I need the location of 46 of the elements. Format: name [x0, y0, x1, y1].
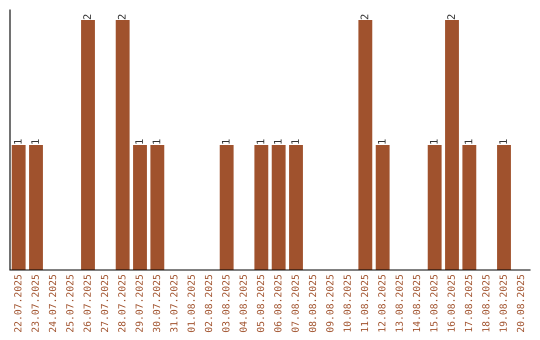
x-tick-label: 22.07.2025 — [14, 274, 22, 332]
data-label: 2 — [83, 14, 91, 20]
x-tick-label: 31.07.2025 — [170, 274, 178, 332]
x-tick-label: 13.08.2025 — [395, 274, 403, 332]
x-tick-label: 01.08.2025 — [187, 274, 195, 332]
data-label: 1 — [14, 139, 22, 144]
x-tick-label: 09.08.2025 — [326, 274, 334, 332]
x-tick-label: 10.08.2025 — [343, 274, 351, 332]
x-tick-label: 27.07.2025 — [100, 274, 108, 332]
data-label: 2 — [118, 14, 126, 20]
data-label: 1 — [378, 139, 386, 144]
x-tick-label: 12.08.2025 — [378, 274, 386, 332]
x-tick-label: 05.08.2025 — [256, 274, 264, 332]
x-tick-label: 04.08.2025 — [239, 274, 247, 332]
x-tick-label: 19.08.2025 — [499, 274, 507, 332]
x-tick-label: 14.08.2025 — [412, 274, 420, 332]
data-label: 1 — [291, 139, 299, 144]
data-label: 2 — [360, 14, 368, 20]
data-label: 1 — [256, 139, 264, 144]
x-tick-label: 25.07.2025 — [66, 274, 74, 332]
x-tick-label: 02.08.2025 — [204, 274, 212, 332]
x-tick-label: 23.07.2025 — [31, 274, 39, 332]
x-tick-label: 07.08.2025 — [291, 274, 299, 332]
x-tick-label: 24.07.2025 — [48, 274, 56, 332]
x-tick-label: 03.08.2025 — [222, 274, 230, 332]
data-label: 1 — [274, 139, 282, 144]
data-label: 1 — [31, 139, 39, 144]
x-tick-label: 28.07.2025 — [118, 274, 126, 332]
data-label: 1 — [135, 139, 143, 144]
data-label: 2 — [447, 14, 455, 20]
data-label: 1 — [464, 139, 472, 144]
x-tick-label: 30.07.2025 — [152, 274, 160, 332]
x-tick-label: 26.07.2025 — [83, 274, 91, 332]
data-label: 1 — [430, 139, 438, 144]
x-tick-label: 15.08.2025 — [430, 274, 438, 332]
x-tick-label: 06.08.2025 — [274, 274, 282, 332]
x-tick-label: 11.08.2025 — [360, 274, 368, 332]
x-tick-label: 29.07.2025 — [135, 274, 143, 332]
data-label: 1 — [222, 139, 230, 144]
x-tick-label: 18.08.2025 — [482, 274, 490, 332]
x-tick-label: 16.08.2025 — [447, 274, 455, 332]
data-label: 1 — [152, 139, 160, 144]
x-tick-label: 17.08.2025 — [464, 274, 472, 332]
x-tick-label: 08.08.2025 — [308, 274, 316, 332]
x-tick-label: 20.08.2025 — [516, 274, 524, 332]
data-label: 1 — [499, 139, 507, 144]
